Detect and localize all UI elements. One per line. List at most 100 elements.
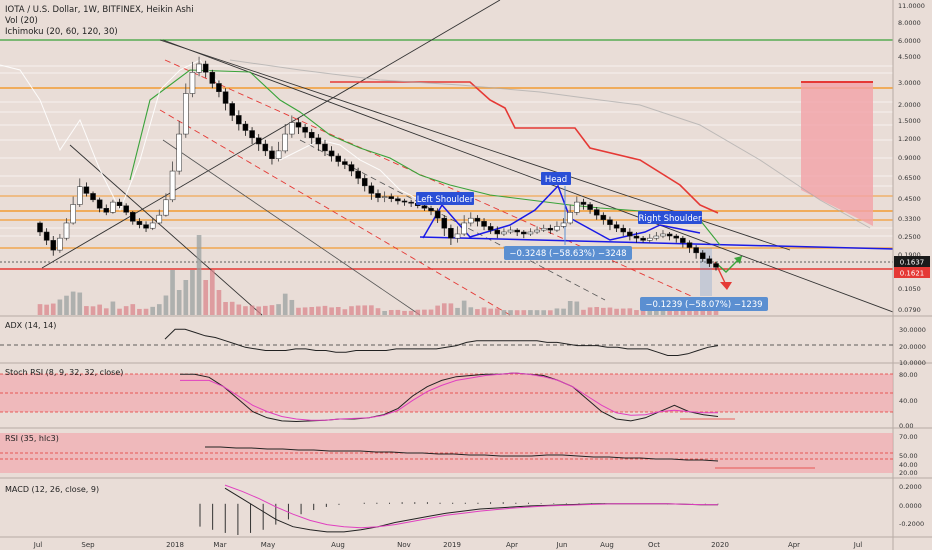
candle-up[interactable] [110, 201, 116, 213]
annotation-left-shoulder[interactable]: Left Shoulder [416, 192, 474, 205]
candle-down[interactable] [361, 178, 368, 187]
candle-up[interactable] [275, 150, 282, 159]
candle-down[interactable] [587, 204, 593, 210]
candle-down[interactable] [202, 63, 209, 73]
candle-down[interactable] [633, 235, 640, 239]
candle-down[interactable] [699, 252, 706, 259]
candle-up[interactable] [660, 233, 666, 237]
candle-up[interactable] [70, 204, 76, 224]
time-axis[interactable]: Jul Sep 2018 Mar May Aug Nov 2019 Apr Jun Aug Oct 20… [33, 541, 863, 549]
candle-up[interactable] [289, 122, 295, 135]
candle-down[interactable] [50, 240, 57, 251]
measure-label-1[interactable]: −0.3248 (−58.63%) −3248 [504, 246, 632, 260]
candle-down[interactable] [335, 155, 342, 162]
candle-up[interactable] [183, 93, 189, 135]
candle-down[interactable] [96, 199, 103, 209]
candle-down[interactable] [136, 221, 143, 225]
candle-down[interactable] [308, 132, 315, 139]
candle-down[interactable] [494, 229, 501, 235]
candle-down[interactable] [295, 122, 302, 128]
candle-down[interactable] [43, 231, 50, 241]
candle-down[interactable] [103, 208, 110, 213]
candle-down[interactable] [448, 227, 454, 239]
candle-down[interactable] [269, 150, 275, 159]
candle-down[interactable] [666, 233, 673, 237]
candle-up[interactable] [461, 222, 467, 235]
candle-up[interactable] [169, 170, 176, 201]
candle-down[interactable] [368, 185, 375, 194]
candle-down[interactable] [627, 231, 633, 237]
candle-up[interactable] [454, 233, 461, 239]
candle-down[interactable] [249, 130, 255, 139]
candle-down[interactable] [607, 219, 613, 225]
candle-up[interactable] [149, 222, 156, 229]
candle-up[interactable] [282, 133, 288, 152]
candle-down[interactable] [434, 210, 441, 219]
candle-down[interactable] [90, 193, 96, 201]
candle-down[interactable] [322, 143, 328, 152]
candle-up[interactable] [507, 229, 514, 233]
candle-down[interactable] [514, 229, 520, 233]
candle-down[interactable] [116, 201, 123, 206]
candle-up[interactable] [567, 212, 573, 224]
candle-down[interactable] [255, 137, 262, 145]
candle-down[interactable] [222, 91, 229, 104]
candle-down[interactable] [408, 201, 414, 204]
candle-down[interactable] [83, 186, 90, 194]
candle-down[interactable] [680, 237, 686, 243]
measure-label-2[interactable]: −0.1239 (−58.07%) −1239 [640, 297, 768, 311]
candle-up[interactable] [196, 63, 202, 73]
candle-down[interactable] [342, 161, 348, 165]
candle-up[interactable] [63, 222, 70, 239]
candle-down[interactable] [302, 126, 308, 133]
candle-down[interactable] [236, 115, 242, 125]
candle-down[interactable] [37, 222, 43, 233]
candle-down[interactable] [375, 193, 381, 198]
candles-group[interactable] [37, 56, 719, 271]
candle-up[interactable] [527, 231, 534, 235]
candle-down[interactable] [640, 237, 646, 241]
candle-up[interactable] [468, 217, 474, 224]
candle-down[interactable] [673, 235, 680, 239]
candle-up[interactable] [554, 226, 560, 231]
candle-up[interactable] [189, 72, 196, 94]
candle-down[interactable] [229, 103, 235, 116]
candle-up[interactable] [381, 196, 388, 198]
candle-up[interactable] [156, 214, 163, 224]
annotation-head[interactable]: Head [541, 172, 571, 185]
candle-down[interactable] [706, 258, 713, 264]
candle-up[interactable] [534, 229, 540, 233]
candle-down[interactable] [593, 209, 600, 216]
candle-down[interactable] [487, 226, 494, 231]
candle-down[interactable] [428, 208, 434, 212]
candle-up[interactable] [653, 235, 660, 239]
candle-up[interactable] [574, 201, 580, 213]
candle-up[interactable] [76, 186, 83, 205]
candle-down[interactable] [130, 212, 136, 222]
candle-down[interactable] [388, 196, 395, 199]
candle-down[interactable] [547, 227, 554, 231]
candle-down[interactable] [328, 150, 335, 157]
candle-down[interactable] [620, 227, 626, 233]
candle-up[interactable] [501, 231, 507, 235]
annotation-right-shoulder[interactable]: Right Shoulder [638, 211, 702, 224]
candle-down[interactable] [580, 201, 587, 205]
candle-down[interactable] [686, 242, 693, 248]
candle-down[interactable] [441, 217, 448, 229]
candle-down[interactable] [123, 205, 129, 213]
candle-down[interactable] [693, 247, 699, 254]
candle-up[interactable] [176, 133, 182, 172]
candle-down[interactable] [348, 164, 355, 172]
candle-down[interactable] [401, 200, 408, 203]
candle-down[interactable] [143, 224, 149, 229]
candle-down[interactable] [713, 263, 719, 268]
candle-down[interactable] [481, 221, 487, 227]
candle-down[interactable] [262, 143, 269, 152]
candle-down[interactable] [242, 123, 249, 131]
price-scale[interactable]: 11.0000 8.0000 6.0000 4.5000 3.0000 2.0000 1.5… [898, 2, 925, 314]
candle-down[interactable] [521, 231, 527, 235]
candle-up[interactable] [57, 237, 63, 251]
candle-down[interactable] [613, 224, 620, 229]
candle-down[interactable] [355, 170, 361, 179]
